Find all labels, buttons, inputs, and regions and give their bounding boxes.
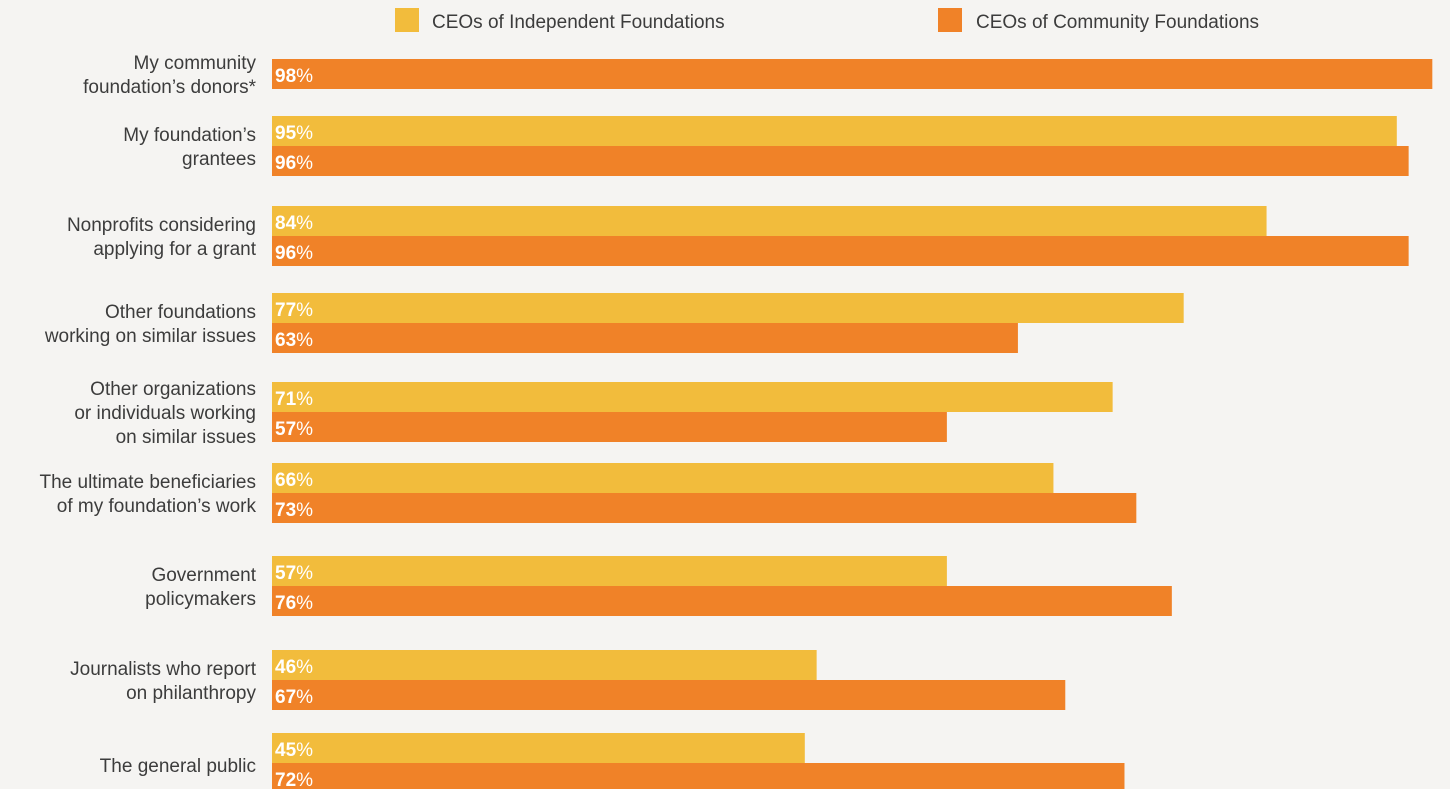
- data-label-independent-6: 66%: [275, 470, 313, 491]
- data-label-community-5: 57%: [275, 419, 313, 440]
- data-label-independent-8: 46%: [275, 657, 313, 678]
- legend-swatch-2: [938, 8, 962, 32]
- category-label-3: Nonprofits considering applying for a gra…: [67, 215, 257, 260]
- data-label-independent-3: 84%: [275, 213, 313, 234]
- category-label-1: My community foundation’s donors*: [83, 53, 256, 98]
- category-label-9: The general public: [100, 756, 256, 777]
- bar-independent-5: [272, 382, 1113, 412]
- data-label-community-7: 76%: [275, 593, 313, 614]
- category-label-4: Other foundations working on similar issu…: [44, 302, 256, 347]
- data-label-independent-7: 57%: [275, 563, 313, 584]
- legend-swatch-1: [395, 8, 419, 32]
- bar-community-6: [272, 493, 1137, 523]
- data-label-independent-5: 71%: [275, 389, 313, 410]
- data-label-community-3: 96%: [275, 243, 313, 264]
- category-label-8: Journalists who report on philanthropy: [70, 659, 257, 704]
- data-label-independent-9: 45%: [275, 740, 313, 761]
- data-label-community-1: 98%: [275, 66, 313, 87]
- bar-independent-8: [272, 650, 817, 680]
- data-label-community-9: 72%: [275, 770, 313, 789]
- data-label-community-8: 67%: [275, 687, 313, 708]
- bar-community-9: [272, 763, 1125, 789]
- bar-community-4: [272, 323, 1018, 353]
- category-label-6: The ultimate beneficiaries of my foundati…: [40, 472, 257, 517]
- bar-community-7: [272, 586, 1172, 616]
- data-label-community-6: 73%: [275, 500, 313, 521]
- legend-label-1: CEOs of Independent Foundations: [432, 12, 725, 33]
- data-label-independent-4: 77%: [275, 300, 313, 321]
- category-label-7: Government policymakers: [145, 565, 257, 610]
- data-label-community-2: 96%: [275, 153, 313, 174]
- bar-independent-9: [272, 733, 805, 763]
- bar-independent-7: [272, 556, 947, 586]
- category-labels: My community foundation’s donors* My found…: [40, 53, 257, 777]
- category-label-2: My foundation’s grantees: [123, 125, 256, 170]
- legend: CEOs of Independent Foundations CEOs of C…: [395, 8, 1259, 33]
- bar-independent-2: [272, 116, 1397, 146]
- bars: 98% 95% 96% 84% 96% 77% 63% 71% 57% 66% 73% 57% 76% 4…: [272, 59, 1433, 789]
- bar-independent-3: [272, 206, 1267, 236]
- legend-label-2: CEOs of Community Foundations: [976, 12, 1259, 33]
- bar-community-1: [272, 59, 1433, 89]
- category-label-5: Other organizations or individuals workin…: [74, 379, 256, 448]
- bar-independent-6: [272, 463, 1054, 493]
- bar-community-5: [272, 412, 947, 442]
- bar-community-2: [272, 146, 1409, 176]
- data-label-independent-2: 95%: [275, 123, 313, 144]
- data-label-community-4: 63%: [275, 330, 313, 351]
- bar-independent-4: [272, 293, 1184, 323]
- bar-community-8: [272, 680, 1066, 710]
- bar-community-3: [272, 236, 1409, 266]
